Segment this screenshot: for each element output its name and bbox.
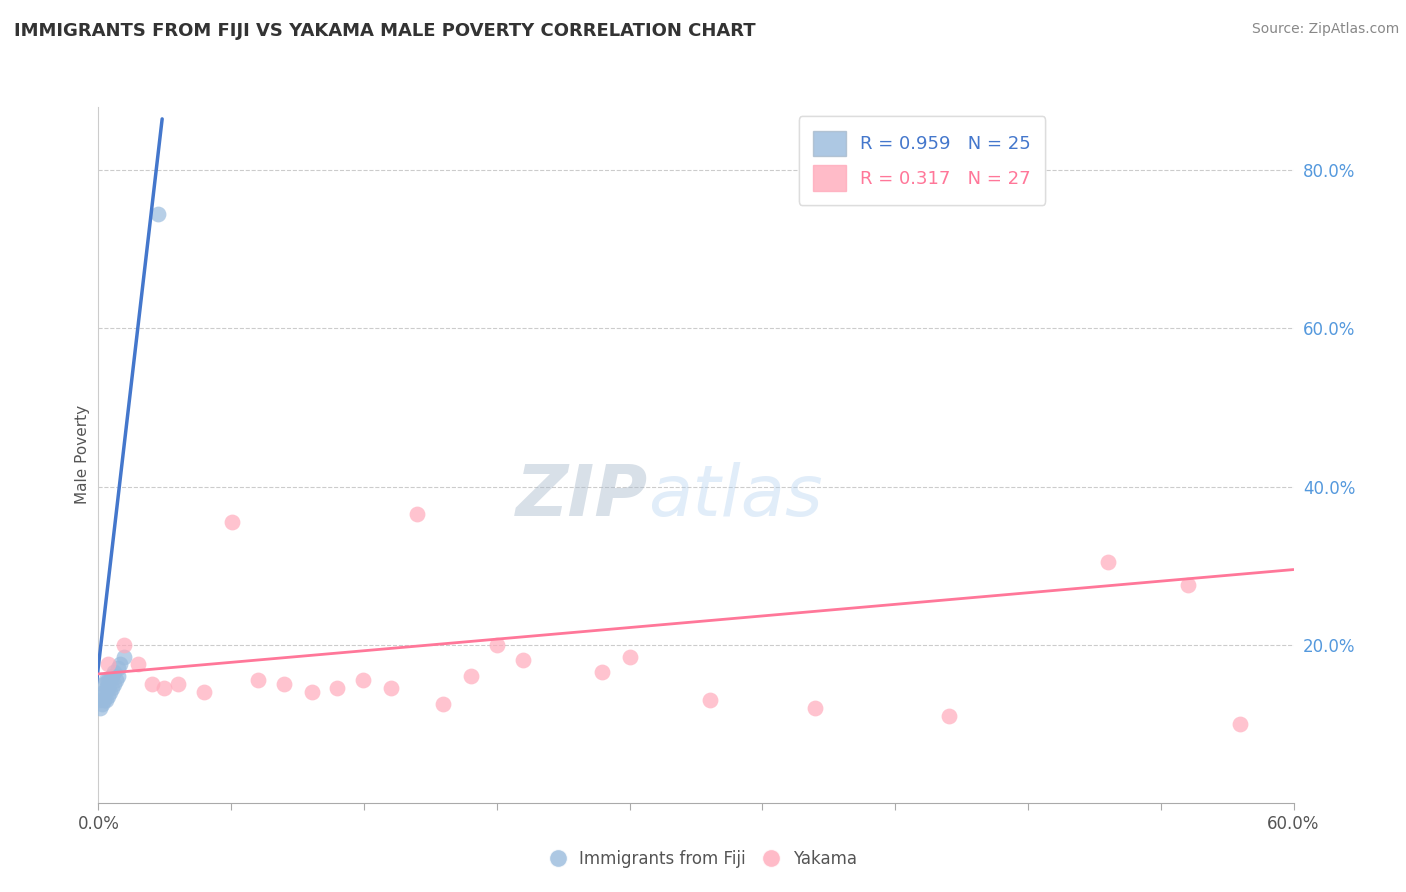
Point — [110, 657, 132, 672]
Point — [103, 665, 125, 680]
Point — [107, 661, 129, 675]
Point — [96, 681, 118, 695]
Point — [221, 515, 243, 529]
Point — [105, 673, 128, 688]
Point — [97, 657, 120, 672]
Text: IMMIGRANTS FROM FIJI VS YAKAMA MALE POVERTY CORRELATION CHART: IMMIGRANTS FROM FIJI VS YAKAMA MALE POVE… — [14, 22, 755, 40]
Point — [101, 681, 124, 695]
Legend: R = 0.959   N = 25, R = 0.317   N = 27: R = 0.959 N = 25, R = 0.317 N = 27 — [799, 116, 1046, 205]
Point — [301, 685, 323, 699]
Point — [93, 677, 115, 691]
Point — [112, 649, 135, 664]
Point — [326, 681, 349, 695]
Point — [91, 689, 114, 703]
Point — [96, 673, 118, 688]
Point — [100, 673, 122, 688]
Point — [512, 653, 534, 667]
Point — [107, 669, 129, 683]
Point — [938, 708, 960, 723]
Y-axis label: Male Poverty: Male Poverty — [75, 405, 90, 505]
Point — [101, 669, 124, 683]
Point — [1177, 578, 1199, 592]
Point — [352, 673, 374, 688]
Text: atlas: atlas — [648, 462, 823, 531]
Point — [93, 693, 115, 707]
Point — [97, 673, 120, 688]
Text: Source: ZipAtlas.com: Source: ZipAtlas.com — [1251, 22, 1399, 37]
Point — [460, 669, 482, 683]
Point — [1097, 555, 1119, 569]
Point — [591, 665, 613, 680]
Text: ZIP: ZIP — [516, 462, 648, 531]
Point — [93, 685, 115, 699]
Point — [127, 657, 149, 672]
Point — [699, 693, 721, 707]
Point — [804, 701, 827, 715]
Legend: Immigrants from Fiji, Yakama: Immigrants from Fiji, Yakama — [543, 844, 863, 875]
Point — [103, 677, 125, 691]
Point — [148, 207, 170, 221]
Point — [97, 681, 120, 695]
Point — [406, 507, 429, 521]
Point — [485, 638, 508, 652]
Point — [97, 689, 120, 703]
Point — [246, 673, 269, 688]
Point — [89, 693, 111, 707]
Point — [91, 697, 114, 711]
Point — [619, 649, 641, 664]
Point — [141, 677, 163, 691]
Point — [1229, 716, 1251, 731]
Point — [153, 681, 176, 695]
Point — [380, 681, 402, 695]
Point — [89, 701, 111, 715]
Point — [167, 677, 190, 691]
Point — [432, 697, 454, 711]
Point — [193, 685, 215, 699]
Point — [112, 638, 135, 652]
Point — [273, 677, 295, 691]
Point — [96, 693, 118, 707]
Point — [100, 685, 122, 699]
